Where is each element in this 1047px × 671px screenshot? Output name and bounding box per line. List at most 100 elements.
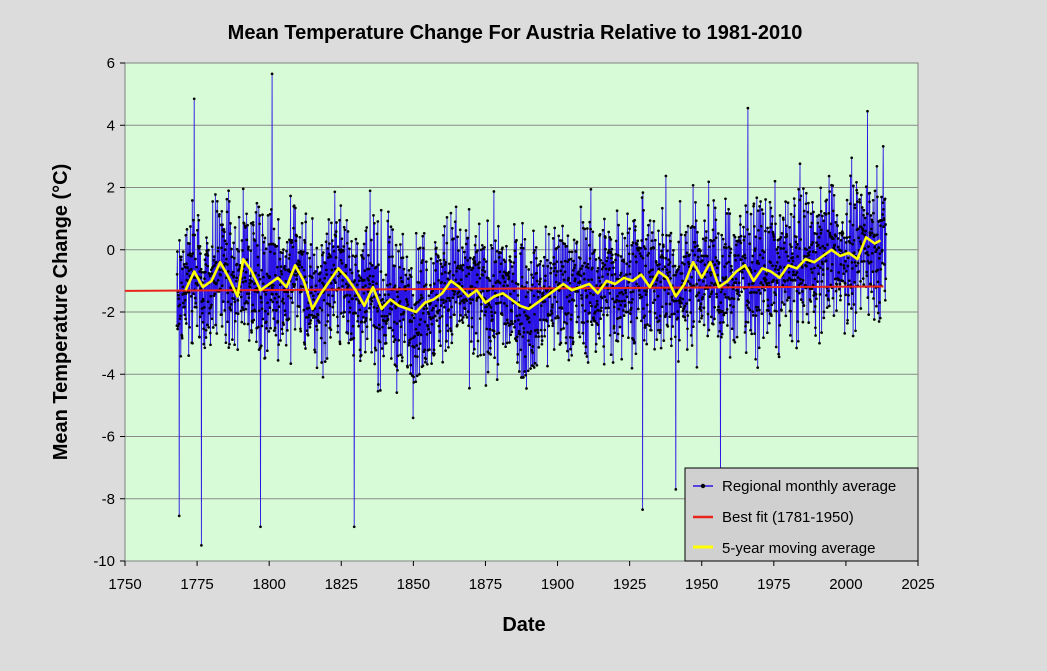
monthly-point [585,355,589,358]
monthly-point [251,221,255,224]
monthly-point [346,331,350,335]
monthly-point [815,232,819,236]
monthly-point [715,259,719,263]
monthly-point [611,361,615,364]
monthly-point [423,285,426,288]
monthly-point [265,327,268,330]
monthly-point [666,249,669,253]
monthly-point [190,309,194,313]
monthly-point [629,290,633,294]
monthly-point [364,229,368,233]
monthly-point [618,325,622,329]
monthly-point [796,276,800,279]
monthly-point [644,247,647,251]
monthly-point [315,246,319,250]
monthly-point [476,339,480,343]
monthly-point [435,246,438,250]
monthly-point [229,308,233,312]
monthly-point [564,341,568,345]
monthly-point [183,265,187,269]
monthly-point [739,234,743,238]
monthly-point [815,297,818,301]
monthly-point [515,335,519,339]
monthly-point [344,282,348,286]
monthly-point [358,308,362,312]
monthly-point [523,370,526,373]
monthly-point [525,387,528,390]
monthly-point [339,204,343,207]
monthly-point [388,312,392,316]
monthly-point [247,292,251,295]
monthly-point [493,356,496,360]
monthly-point [444,299,448,303]
monthly-point [871,270,875,274]
monthly-point [825,294,828,297]
monthly-point [319,336,323,340]
monthly-point [369,318,372,321]
monthly-point [349,268,352,272]
monthly-point [627,336,630,340]
monthly-point [320,243,324,247]
monthly-point [308,322,312,325]
monthly-point [697,255,700,259]
monthly-point [550,309,553,313]
monthly-point [525,281,529,284]
monthly-point [440,298,443,302]
monthly-point [633,218,637,222]
monthly-point [631,290,635,293]
monthly-point [268,306,272,309]
monthly-point [342,245,346,248]
monthly-point [833,277,837,281]
monthly-point [528,343,532,347]
monthly-point [757,229,760,232]
monthly-point [660,254,664,257]
monthly-point [669,337,673,341]
monthly-point [648,324,651,328]
monthly-point [722,320,725,324]
monthly-point [580,297,584,300]
monthly-point [422,231,426,235]
monthly-point [641,256,645,260]
monthly-point [702,254,705,258]
monthly-point [838,231,842,235]
monthly-point [630,243,634,247]
monthly-point [850,307,853,310]
monthly-point [196,213,200,217]
monthly-point [205,252,209,255]
monthly-point [732,297,736,301]
monthly-point [300,253,304,256]
monthly-point [400,359,404,363]
monthly-point [720,332,724,336]
monthly-point [870,231,874,235]
monthly-point [266,312,270,316]
monthly-point [370,350,373,354]
monthly-point [210,272,214,275]
monthly-point [420,261,424,264]
monthly-point [643,323,647,327]
monthly-point [848,202,852,206]
monthly-point [666,325,670,328]
monthly-point [829,222,833,226]
monthly-point [497,331,501,335]
monthly-point [685,348,689,351]
monthly-point [819,232,823,235]
monthly-point [467,324,470,328]
monthly-point [398,265,402,269]
legend: Regional monthly average Best fit (1781-… [684,467,919,562]
monthly-point [675,288,679,292]
monthly-point [599,317,602,321]
monthly-point [795,271,799,274]
monthly-point [672,312,676,316]
monthly-point [834,234,837,238]
monthly-point [646,233,650,237]
monthly-point [195,265,198,269]
monthly-point [556,316,560,320]
monthly-point [261,213,264,217]
monthly-point [353,279,357,282]
monthly-point [181,267,184,271]
monthly-point [739,223,742,226]
monthly-point [790,339,794,343]
monthly-point [724,276,728,279]
monthly-point [859,307,863,310]
monthly-point [387,293,390,296]
